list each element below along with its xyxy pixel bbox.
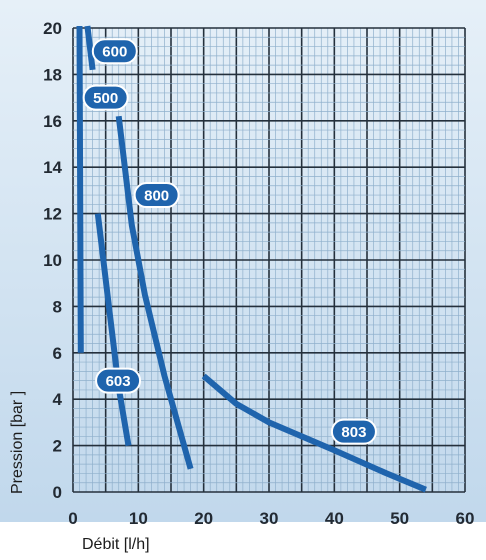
bottom-white-strip	[0, 522, 486, 560]
x-tick-label: 50	[390, 509, 409, 528]
curve-label-badge-600	[91, 38, 138, 65]
y-tick-label: 14	[43, 158, 62, 177]
series-layer	[76, 25, 427, 493]
y-tick-label: 6	[53, 344, 62, 363]
y-tick-label: 8	[53, 297, 62, 316]
x-tick-label: 0	[68, 509, 77, 528]
y-tick-label: 18	[43, 65, 62, 84]
y-tick-label: 20	[43, 19, 62, 38]
curve-label-badge-500	[82, 84, 129, 111]
y-tick-label: 4	[53, 390, 63, 409]
y-tick-label: 12	[43, 205, 62, 224]
series-line-600	[84, 25, 96, 71]
curve-labels: 600 500 800 603 803	[82, 38, 377, 445]
x-axis-title: Débit [l/h]	[82, 536, 150, 553]
y-axis-title: Pression [bar ]	[9, 391, 26, 494]
y-tick-label: 2	[53, 437, 62, 456]
y-tick-label: 16	[43, 112, 62, 131]
x-tick-label: 10	[129, 509, 148, 528]
curve-label-800: 800	[144, 188, 169, 205]
series-line-603	[94, 213, 132, 447]
x-tick-label: 20	[194, 509, 213, 528]
series-line-500	[76, 25, 84, 353]
curve-label-badge-603	[95, 367, 142, 394]
series-line-803	[201, 373, 427, 493]
curve-label-600: 600	[102, 44, 127, 61]
curve-label-803: 803	[341, 424, 366, 441]
x-tick-label: 60	[456, 509, 475, 528]
curve-label-badge-803	[330, 418, 377, 445]
curve-label-badge-800	[133, 182, 180, 209]
x-tick-label: 30	[260, 509, 279, 528]
series-line-800	[115, 115, 194, 470]
y-tick-label: 0	[53, 483, 62, 502]
y-tick-label: 10	[43, 251, 62, 270]
curve-label-603: 603	[106, 373, 131, 390]
curve-label-500: 500	[93, 90, 118, 107]
x-tick-label: 40	[325, 509, 344, 528]
